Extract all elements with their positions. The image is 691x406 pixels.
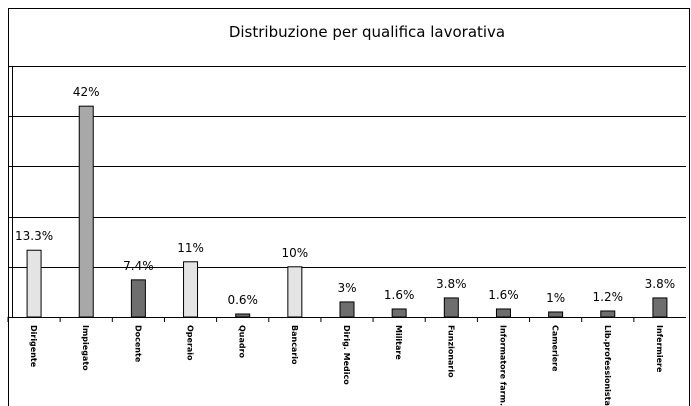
data-label: 7.4% — [123, 259, 154, 273]
x-tick-label: Dirigente — [29, 325, 38, 368]
data-label: 3.8% — [645, 277, 676, 291]
data-label: 0.6% — [227, 293, 258, 307]
bar — [652, 297, 668, 318]
data-label: 1.6% — [488, 288, 519, 302]
data-label: 13.3% — [15, 229, 53, 243]
x-tick-label: Militare — [394, 325, 403, 360]
bar — [235, 313, 251, 318]
data-label: 11% — [177, 241, 204, 255]
data-label: 10% — [282, 246, 309, 260]
data-label: 1.6% — [384, 288, 415, 302]
x-tick-label: Operaio — [186, 325, 195, 361]
bar — [78, 105, 94, 318]
x-tick-label: Dirig. Medico — [342, 325, 351, 385]
bar — [287, 266, 303, 318]
data-label: 42% — [73, 85, 100, 99]
x-tick-label: Lib.professionista — [603, 325, 612, 406]
x-tick-label: Infermiere — [655, 325, 664, 373]
data-label: 3.8% — [436, 277, 467, 291]
bar — [443, 297, 459, 318]
x-tick-label: Informatore farm. — [498, 325, 507, 406]
x-tick-label: Cameriere — [551, 325, 560, 372]
bar — [339, 301, 355, 318]
bar — [391, 308, 407, 318]
bar — [26, 249, 42, 318]
x-tick-label: Funzionario — [446, 325, 455, 378]
x-tick-label: Impiegato — [81, 325, 90, 371]
data-label: 1% — [546, 291, 565, 305]
x-tick-label: Quadro — [238, 325, 247, 359]
bar — [600, 310, 616, 318]
data-label: 3% — [337, 281, 356, 295]
bar — [548, 311, 564, 318]
x-tick-label: Docente — [133, 325, 142, 363]
x-tick-label: Bancario — [290, 325, 299, 365]
data-label: 1.2% — [593, 290, 624, 304]
chart-title: Distribuzione per qualifica lavorativa — [229, 23, 505, 41]
bar — [130, 279, 146, 318]
bar — [495, 308, 511, 318]
bar — [183, 261, 199, 318]
chart-border — [8, 8, 690, 406]
